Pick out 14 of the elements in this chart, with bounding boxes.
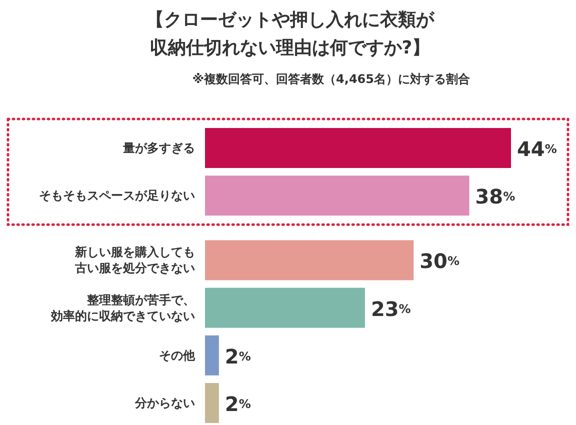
y-tick-label: 分からない: [134, 396, 195, 410]
data-label: 23%: [370, 296, 411, 321]
y-tick-label: 整理整頓が苦手で、効率的に収納できていない: [50, 292, 195, 323]
y-tick-label: 量が多すぎる: [122, 141, 195, 155]
y-tick-label: 新しい服を購入しても古い服を処分できない: [74, 245, 195, 276]
chart-subtitle: ※複数回答可、回答者数（4,465名）に対する割合: [192, 72, 471, 86]
y-tick-label: そもそもスペースが足りない: [39, 188, 195, 203]
y-tick-label: その他: [159, 348, 196, 362]
data-label: 30%: [420, 249, 460, 274]
chart-title: 【クローゼットや押し入れに衣類が収納仕切れない理由は何ですか?】: [146, 10, 435, 58]
data-label: 38%: [475, 184, 516, 209]
data-label: 2%: [224, 344, 251, 368]
data-label: 44%: [517, 137, 557, 161]
data-label: 2%: [224, 392, 251, 416]
